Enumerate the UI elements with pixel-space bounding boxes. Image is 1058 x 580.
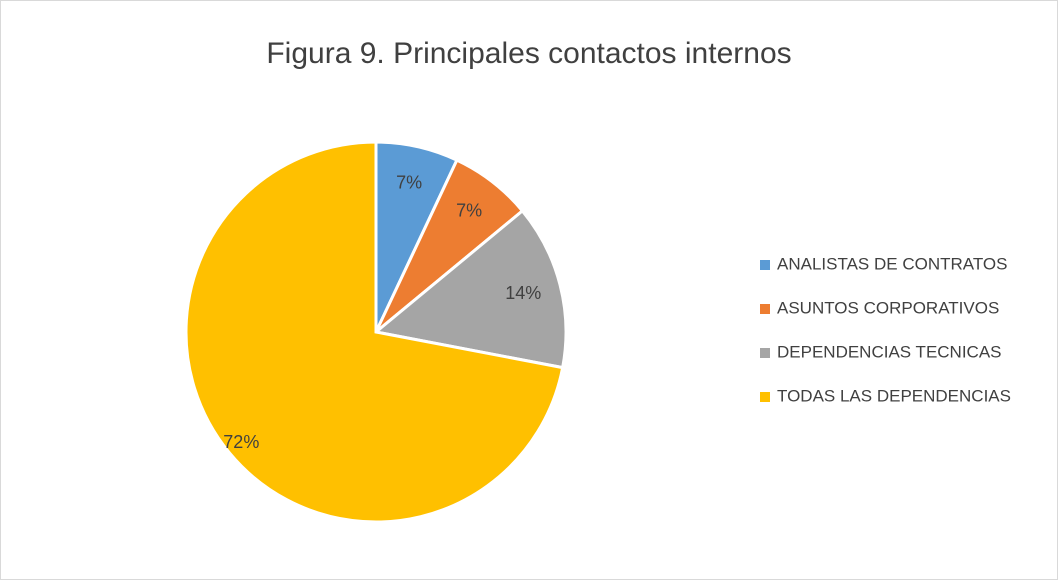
legend-marker [760, 392, 770, 402]
legend-label: TODAS LAS DEPENDENCIAS [777, 386, 1011, 405]
chart-title: Figura 9. Principales contactos internos [266, 37, 791, 70]
legend-label: ASUNTOS CORPORATIVOS [777, 298, 999, 317]
data-label: 7% [396, 172, 422, 192]
data-label: 14% [505, 283, 541, 303]
data-label: 72% [223, 432, 259, 452]
legend-label: ANALISTAS DE CONTRATOS [777, 254, 1008, 273]
legend-marker [760, 304, 770, 314]
legend-label: DEPENDENCIAS TECNICAS [777, 342, 1002, 361]
legend-marker [760, 260, 770, 270]
pie-slice [184, 140, 565, 524]
data-label: 7% [456, 201, 482, 221]
legend-marker [760, 348, 770, 358]
pie-slice [372, 208, 568, 370]
